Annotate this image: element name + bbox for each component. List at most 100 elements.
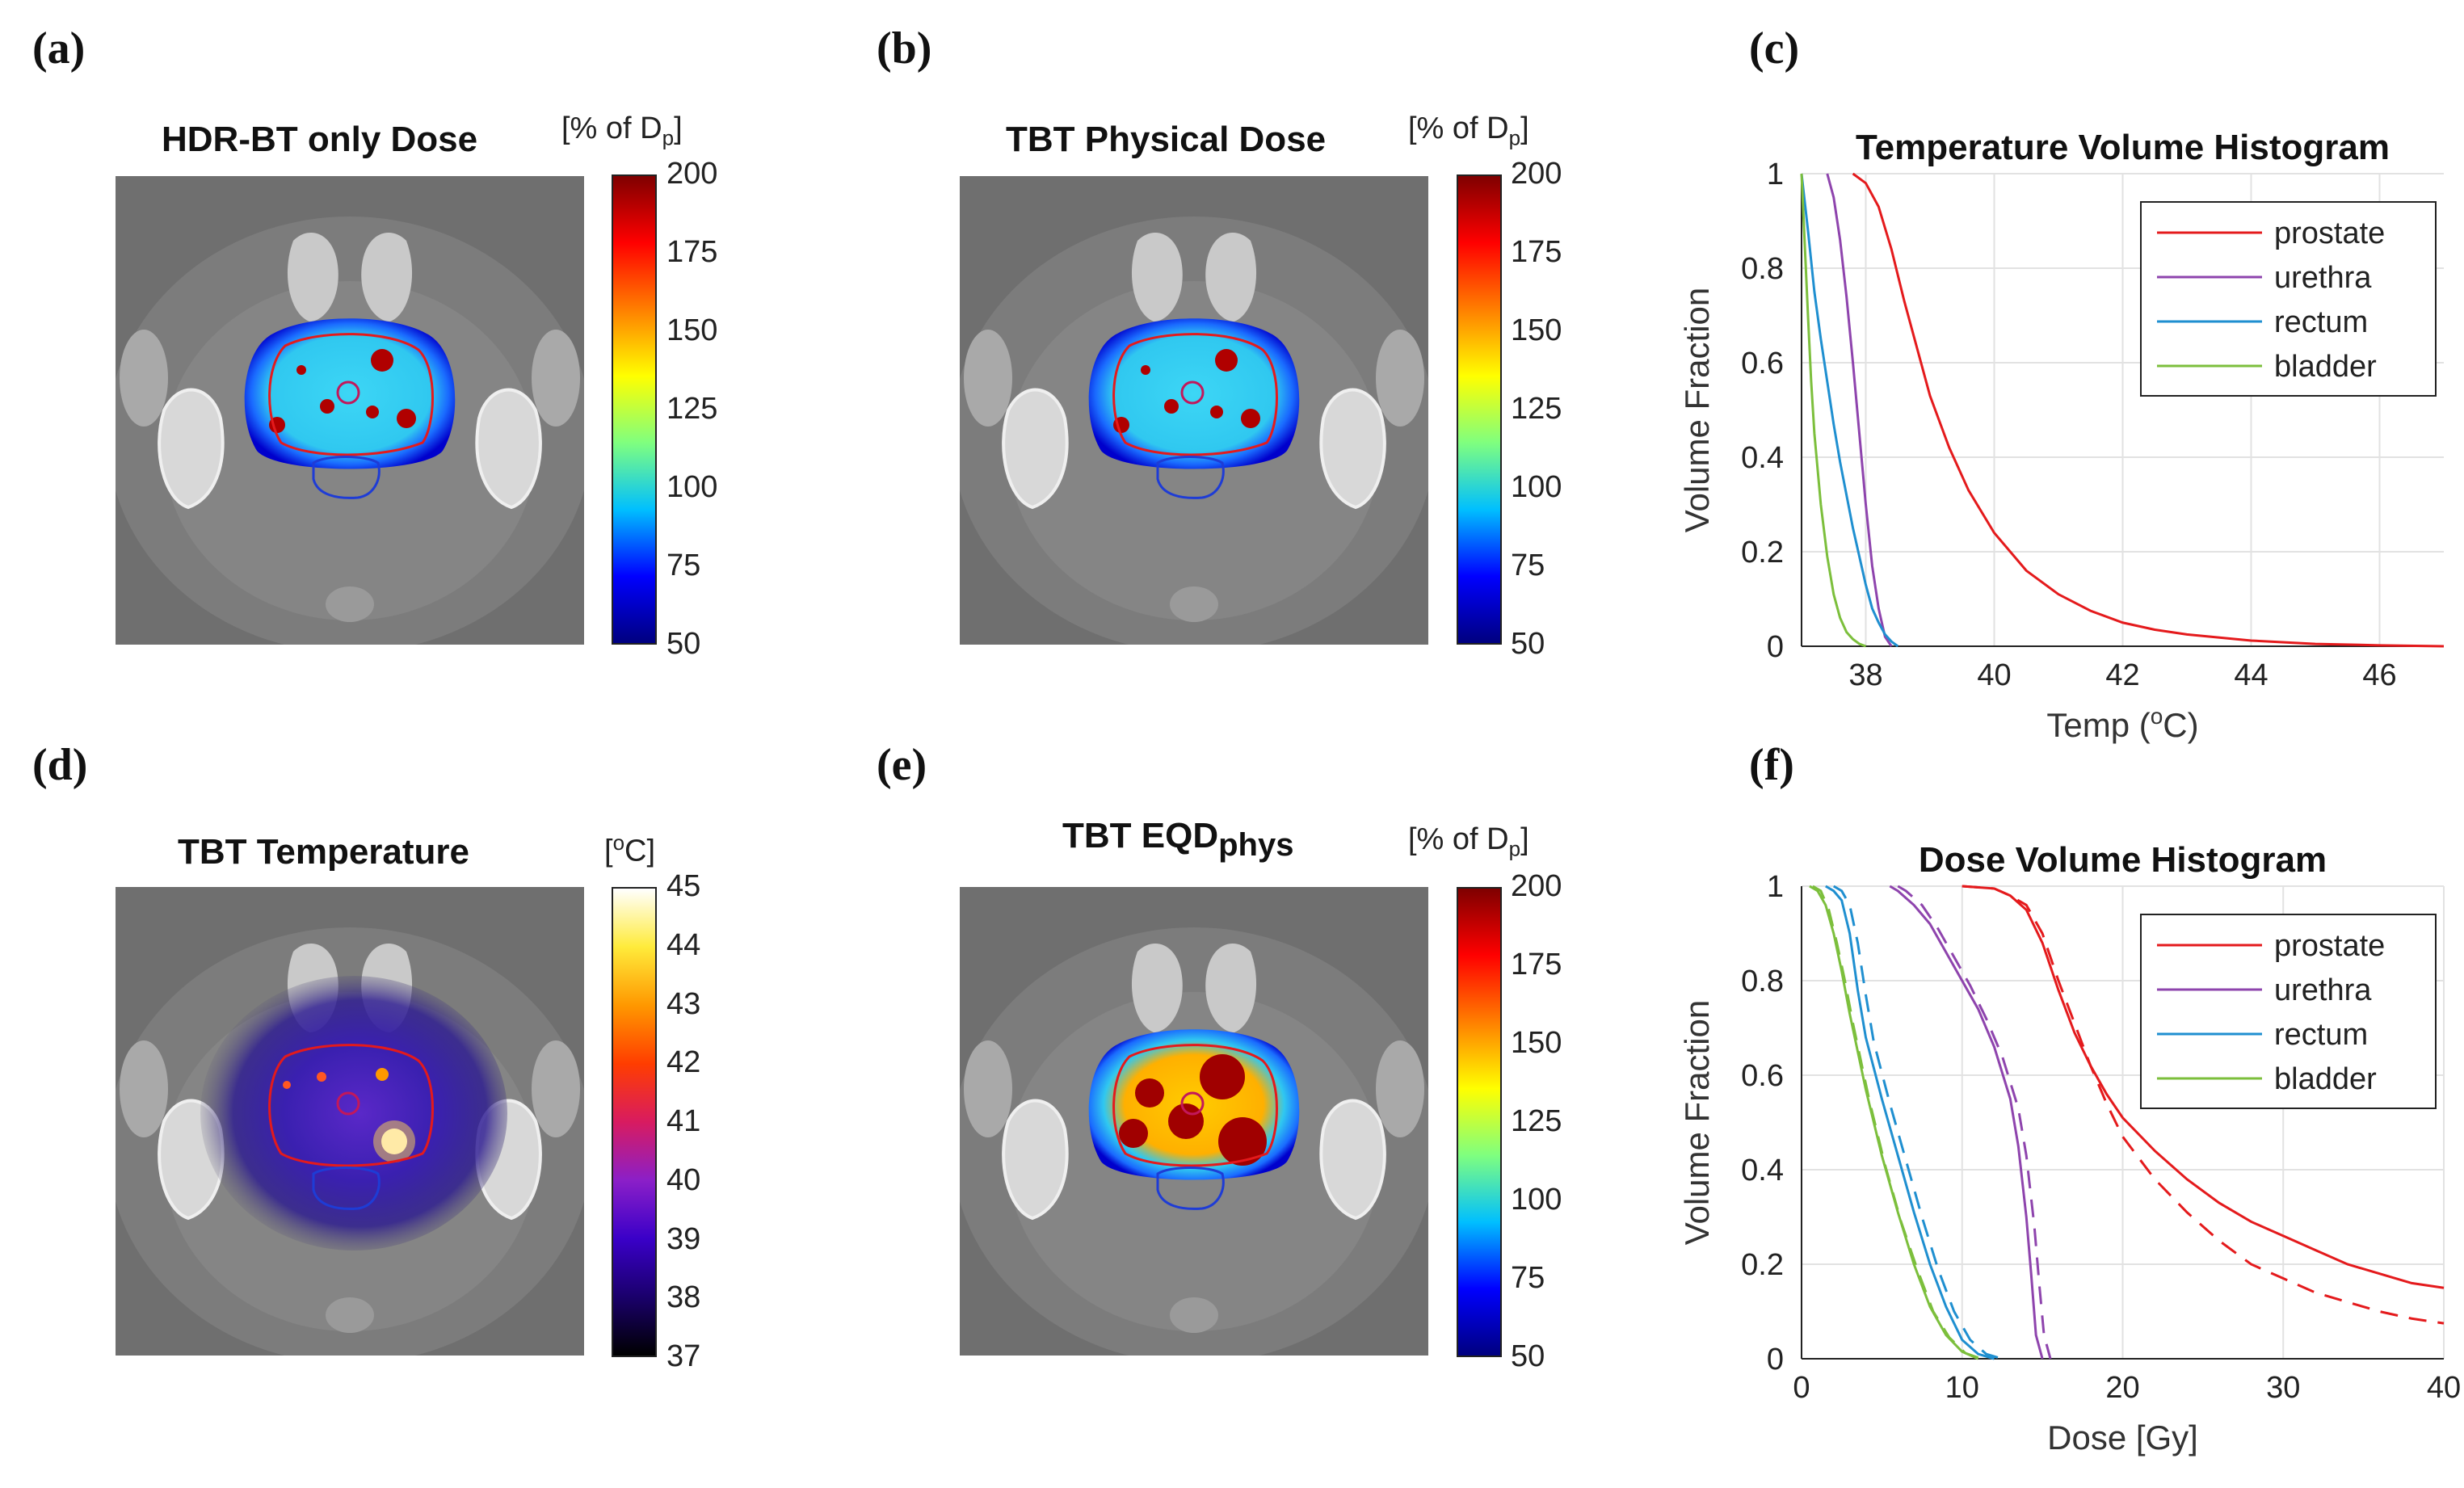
panel-e-colorbar-tick: 75: [1511, 1261, 1545, 1295]
dvh-x-label: Dose [Gy]: [2047, 1419, 2198, 1456]
panel-b-colorbar-tick: 100: [1511, 470, 1562, 504]
tvh-legend-label: bladder: [2274, 350, 2377, 384]
dvh-y-tick-label: 0: [1767, 1343, 1784, 1377]
tvh-x-label: Temp (oC): [2046, 704, 2198, 744]
panel-a-dose-image: [116, 176, 584, 645]
dvh-y-tick-label: 1: [1767, 870, 1784, 904]
panel-a-colorbar-tick: 175: [666, 235, 718, 269]
panel-label-b: (b): [877, 23, 932, 74]
dvh-series-rectum-solid: [1825, 885, 1995, 1360]
panel-b-colorbar-tick: 200: [1511, 157, 1562, 191]
panel-label-d: (d): [32, 740, 88, 790]
tvh-legend-label: rectum: [2274, 305, 2368, 339]
tvh-title: Temperature Volume Histogram: [1856, 128, 2390, 167]
tvh-y-tick-label: 0.6: [1741, 347, 1784, 380]
panel-b-colorbar: [1457, 174, 1502, 645]
dvh-y-tick-label: 0.6: [1741, 1059, 1784, 1093]
panel-a-colorbar-tick: 150: [666, 313, 718, 347]
tvh-x-tick-label: 44: [2234, 658, 2268, 692]
dvh-legend: [2140, 914, 2437, 1109]
dvh-legend-label: urethra: [2274, 973, 2372, 1007]
panel-d-colorbar-tick: 45: [666, 869, 701, 903]
panel-e-colorbar: [1457, 887, 1502, 1357]
panel-d-colorbar-tick: 40: [666, 1162, 701, 1197]
dvh-x-tick-label: 10: [1945, 1371, 1979, 1405]
panel-b-colorbar-tick: 150: [1511, 313, 1562, 347]
dvh-x-tick-label: 40: [2427, 1371, 2461, 1405]
panel-d-colorbar-tick: 44: [666, 927, 701, 962]
panel-b-colorbar-tick: 75: [1511, 549, 1545, 582]
tvh-legend: [2140, 201, 2437, 397]
panel-a-colorbar: [612, 174, 657, 645]
panel-e-colorbar-tick: 175: [1511, 948, 1562, 981]
dvh-legend-label: prostate: [2274, 929, 2385, 963]
dvh-title: Dose Volume Histogram: [1919, 840, 2327, 880]
panel-a-colorbar-unit: [% of Dp]: [561, 111, 683, 150]
panel-b-dose-image: [960, 176, 1428, 645]
tvh-y-label: Volume Fraction: [1678, 288, 1716, 532]
dvh-series-urethra-solid: [1889, 885, 2044, 1360]
panel-e-colorbar-tick: 125: [1511, 1104, 1562, 1138]
panel-e-colorbar-tick: 100: [1511, 1183, 1562, 1217]
panel-e-colorbar-tick: 200: [1511, 869, 1562, 903]
tvh-series-prostate: [1852, 172, 2445, 648]
panel-d-colorbar-tick: 38: [666, 1280, 701, 1315]
tvh-legend-label: urethra: [2274, 261, 2372, 295]
panel-d-colorbar-tick: 41: [666, 1104, 701, 1138]
dvh-y-tick-label: 0.2: [1741, 1248, 1784, 1282]
panel-b-colorbar-tick: 125: [1511, 392, 1562, 426]
dvh-legend-label: rectum: [2274, 1018, 2368, 1052]
panel-a-colorbar-tick: 50: [666, 627, 701, 661]
tvh-y-tick-label: 0.4: [1741, 441, 1784, 475]
tvh-y-tick-label: 1: [1767, 158, 1784, 191]
dvh-legend-label: bladder: [2274, 1062, 2377, 1096]
panel-b-colorbar-unit: [% of Dp]: [1408, 111, 1529, 150]
panel-d-colorbar-tick: 37: [666, 1339, 701, 1373]
panel-d-colorbar-tick: 39: [666, 1221, 701, 1256]
dvh-series-bladder-solid: [1809, 885, 1979, 1360]
dvh-x-tick-label: 20: [2105, 1371, 2139, 1405]
tvh-y-tick-label: 0.2: [1741, 536, 1784, 570]
panel-d-title: TBT Temperature: [178, 832, 470, 872]
tvh-x-tick-label: 42: [2105, 658, 2139, 692]
tvh-y-tick-label: 0: [1767, 630, 1784, 664]
panel-d-temperature-image: [116, 887, 584, 1356]
tvh-series-bladder: [1800, 173, 1867, 648]
panel-d-colorbar-tick: 43: [666, 986, 701, 1021]
panel-a-title: HDR-BT only Dose: [162, 120, 478, 159]
dvh-series-prostate-solid: [1962, 885, 2445, 1289]
dvh-x-tick-label: 30: [2266, 1371, 2300, 1405]
panel-b-title: TBT Physical Dose: [1006, 120, 1327, 159]
panel-a-colorbar-tick: 100: [666, 470, 718, 504]
dvh-y-tick-label: 0.4: [1741, 1154, 1784, 1187]
panel-label-f: (f): [1749, 740, 1794, 790]
panel-e-eqd-image: [960, 887, 1428, 1356]
tvh-x-tick-label: 38: [1848, 658, 1882, 692]
dvh-series-rectum-dashed: [1832, 885, 2003, 1360]
tvh-x-tick-label: 46: [2362, 658, 2396, 692]
panel-label-a: (a): [32, 23, 86, 74]
dvh-y-tick-label: 0.8: [1741, 965, 1784, 998]
panel-d-colorbar: [612, 887, 657, 1357]
tvh-y-tick-label: 0.8: [1741, 252, 1784, 286]
dvh-series-urethra-dashed: [1897, 885, 2052, 1360]
panel-d-colorbar-tick: 42: [666, 1045, 701, 1080]
tvh-group: 38 40 42 44 46 0 0.2 0.4 0.6 0.8 1 Temperature Volu…: [1678, 128, 2445, 744]
panel-e-colorbar-tick: 50: [1511, 1339, 1545, 1373]
dvh-group: 0 10 20 30 40 0 0.2 0.4 0.6 0.8 1 Dose Volume Histo…: [1678, 840, 2461, 1456]
dvh-series-prostate-dashed: [1962, 885, 2445, 1325]
panel-a-colorbar-tick: 125: [666, 392, 718, 426]
tvh-legend-label: prostate: [2274, 216, 2385, 250]
panel-b-colorbar-tick: 175: [1511, 235, 1562, 269]
panel-e-colorbar-tick: 150: [1511, 1026, 1562, 1060]
panel-label-e: (e): [877, 740, 927, 790]
dvh-x-tick-label: 0: [1793, 1371, 1810, 1405]
panel-e-title: TBT EQDphys: [1062, 816, 1294, 863]
panel-e-colorbar-unit: [% of Dp]: [1408, 822, 1529, 861]
dvh-y-label: Volume Fraction: [1678, 1000, 1716, 1245]
panel-a-colorbar-tick: 75: [666, 549, 701, 582]
tvh-series-urethra: [1826, 173, 1893, 647]
panel-b-colorbar-tick: 50: [1511, 627, 1545, 661]
panel-d-colorbar-unit: [oC]: [604, 830, 656, 868]
panel-label-c: (c): [1749, 23, 1800, 74]
